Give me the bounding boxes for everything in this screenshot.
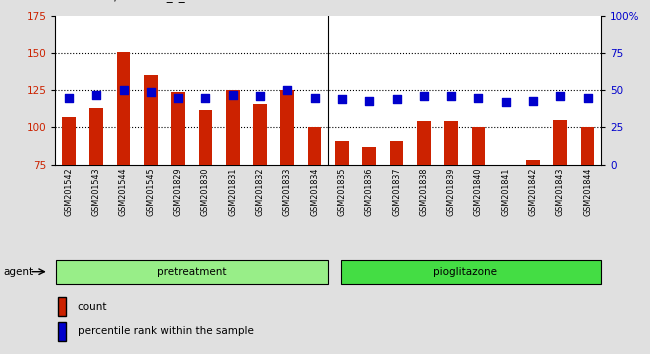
Point <box>173 95 183 101</box>
FancyBboxPatch shape <box>58 322 66 341</box>
Text: GSM201835: GSM201835 <box>337 167 346 216</box>
Point <box>582 95 593 101</box>
Text: GSM201829: GSM201829 <box>174 167 183 216</box>
Bar <box>144 75 158 165</box>
Bar <box>254 104 266 165</box>
Bar <box>472 127 485 165</box>
Text: GSM201833: GSM201833 <box>283 167 292 216</box>
FancyBboxPatch shape <box>56 260 328 284</box>
Bar <box>526 160 539 165</box>
Text: GSM201543: GSM201543 <box>92 167 101 216</box>
Point <box>555 93 566 99</box>
Point <box>91 92 101 98</box>
Text: count: count <box>78 302 107 312</box>
Text: agent: agent <box>3 267 33 277</box>
Bar <box>581 127 594 165</box>
Point <box>500 99 511 105</box>
Text: GSM201838: GSM201838 <box>419 167 428 216</box>
Bar <box>308 127 321 165</box>
Point <box>118 87 129 93</box>
Text: GSM201831: GSM201831 <box>228 167 237 216</box>
Text: percentile rank within the sample: percentile rank within the sample <box>78 326 254 337</box>
Bar <box>117 52 131 165</box>
Bar <box>226 90 239 165</box>
Text: GSM201837: GSM201837 <box>392 167 401 216</box>
Bar <box>62 117 75 165</box>
Point <box>282 87 293 93</box>
Text: pretreatment: pretreatment <box>157 267 226 277</box>
Bar <box>199 110 212 165</box>
Text: GSM201544: GSM201544 <box>119 167 128 216</box>
Text: GSM201841: GSM201841 <box>501 167 510 216</box>
Bar <box>363 147 376 165</box>
Text: GSM201840: GSM201840 <box>474 167 483 216</box>
Point <box>391 96 402 102</box>
Text: GSM201843: GSM201843 <box>556 167 565 216</box>
Text: GSM201839: GSM201839 <box>447 167 456 216</box>
Bar <box>172 92 185 165</box>
Bar <box>554 120 567 165</box>
Point <box>419 93 429 99</box>
Point <box>337 96 347 102</box>
Text: GSM201842: GSM201842 <box>528 167 538 216</box>
Text: GSM201844: GSM201844 <box>583 167 592 216</box>
Bar <box>335 141 349 165</box>
Text: GSM201836: GSM201836 <box>365 167 374 216</box>
Point <box>364 98 374 103</box>
Point <box>227 92 238 98</box>
Bar <box>90 108 103 165</box>
Text: GSM201545: GSM201545 <box>146 167 155 216</box>
Point <box>473 95 484 101</box>
Text: GSM201834: GSM201834 <box>310 167 319 216</box>
FancyBboxPatch shape <box>341 260 601 284</box>
Text: GSM201542: GSM201542 <box>64 167 73 216</box>
Bar <box>417 121 430 165</box>
Bar <box>499 165 512 166</box>
Point <box>528 98 538 103</box>
Bar <box>445 121 458 165</box>
Bar <box>390 141 403 165</box>
Text: GSM201830: GSM201830 <box>201 167 210 216</box>
Bar <box>281 90 294 165</box>
Point <box>146 89 156 95</box>
Point <box>64 95 74 101</box>
Point <box>255 93 265 99</box>
Point <box>309 95 320 101</box>
Point <box>200 95 211 101</box>
Text: GDS4132 / 217002_s_at: GDS4132 / 217002_s_at <box>55 0 197 2</box>
Point <box>446 93 456 99</box>
Text: GSM201832: GSM201832 <box>255 167 265 216</box>
FancyBboxPatch shape <box>58 297 66 316</box>
Text: pioglitazone: pioglitazone <box>433 267 497 277</box>
